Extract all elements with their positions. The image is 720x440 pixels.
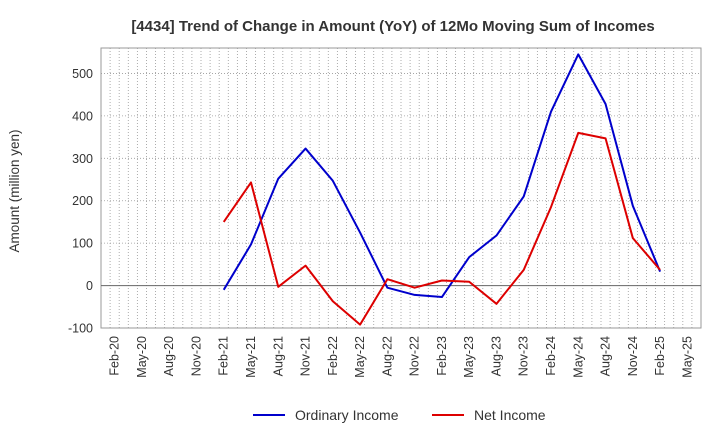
x-tick-label: May-24: [571, 336, 585, 378]
x-tick-label: Aug-22: [380, 336, 394, 376]
x-tick-label: Nov-24: [626, 336, 640, 376]
y-axis-ticks: -100 0 100 200 300 400 500: [68, 67, 93, 336]
x-tick-label: Feb-22: [326, 336, 340, 376]
chart-title: [4434] Trend of Change in Amount (YoY) o…: [131, 18, 654, 35]
x-axis-ticks: Feb-20 May-20 Aug-20 Nov-20 Feb-21 May-21 Aug-…: [108, 336, 695, 378]
x-tick-label: Aug-23: [489, 336, 503, 376]
y-tick-label: 100: [72, 237, 93, 251]
x-tick-label: May-20: [135, 336, 149, 378]
legend: Ordinary Income Net Income: [253, 407, 546, 423]
grid: [101, 48, 701, 329]
y-tick-label: 400: [72, 109, 93, 123]
x-tick-label: Aug-24: [599, 336, 613, 376]
y-tick-label: 500: [72, 67, 93, 81]
x-tick-label: Feb-24: [544, 336, 558, 376]
legend-label-ordinary-income: Ordinary Income: [295, 407, 399, 423]
legend-label-net-income: Net Income: [474, 407, 546, 423]
x-tick-label: Feb-25: [653, 336, 667, 376]
x-tick-label: May-21: [244, 336, 258, 378]
series-lines: [222, 53, 662, 326]
y-tick-label: 200: [72, 194, 93, 208]
x-tick-label: Nov-21: [299, 336, 313, 376]
x-tick-label: Aug-21: [271, 336, 285, 376]
x-tick-label: May-22: [353, 336, 367, 378]
series-line-net-income: [222, 131, 661, 326]
y-tick-label: -100: [68, 322, 93, 336]
y-axis-label: Amount (million yen): [7, 129, 22, 252]
x-tick-label: May-23: [462, 336, 476, 378]
x-tick-label: Nov-20: [189, 336, 203, 376]
x-tick-label: Nov-22: [408, 336, 422, 376]
x-tick-label: Feb-21: [217, 336, 231, 376]
x-tick-label: May-25: [680, 336, 694, 378]
x-tick-label: Nov-23: [517, 336, 531, 376]
x-tick-label: Feb-23: [435, 336, 449, 376]
x-tick-label: Feb-20: [108, 336, 122, 376]
y-tick-label: 300: [72, 152, 93, 166]
series-line-ordinary-income: [222, 53, 662, 299]
x-tick-label: Aug-20: [162, 336, 176, 376]
y-tick-label: 0: [86, 279, 93, 293]
